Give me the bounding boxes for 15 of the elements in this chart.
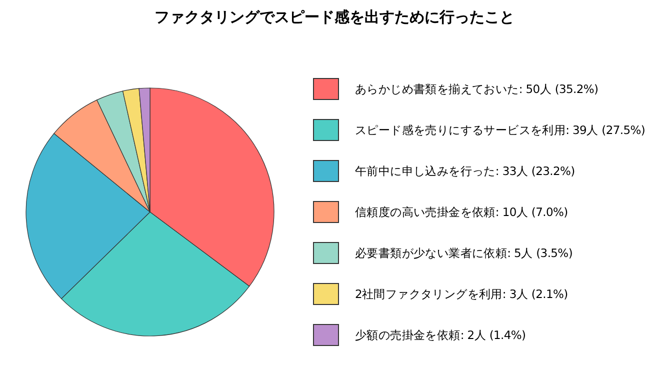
data-label: : 33人 (23.2%) bbox=[495, 164, 575, 178]
legend-label: 午前中に申し込みを行った bbox=[355, 164, 496, 178]
data-label: : 10人 (7.0%) bbox=[495, 204, 568, 218]
legend-label: 2社間ファクタリングを利用 bbox=[355, 286, 502, 300]
legend-label: 少額の売掛金を依頼 bbox=[355, 328, 460, 342]
legend-label: 信頼度の高い売掛金を依頼 bbox=[355, 204, 496, 218]
legend-label: スピード感を売りにするサービスを利用 bbox=[355, 122, 566, 136]
data-label: : 2人 (1.4%) bbox=[460, 328, 526, 342]
data-label: : 5人 (3.5%) bbox=[507, 246, 573, 260]
legend-label: あらかじめ書類を揃えておいた bbox=[355, 82, 519, 96]
chart-title: ファクタリングでスピード感を出すために行ったこと bbox=[154, 8, 516, 27]
data-label: : 39人 (27.5%) bbox=[566, 122, 646, 136]
data-label: : 50人 (35.2%) bbox=[518, 82, 598, 96]
legend-label: 必要書類が少ない業者に依頼 bbox=[355, 246, 508, 260]
data-label: : 3人 (2.1%) bbox=[502, 286, 568, 300]
